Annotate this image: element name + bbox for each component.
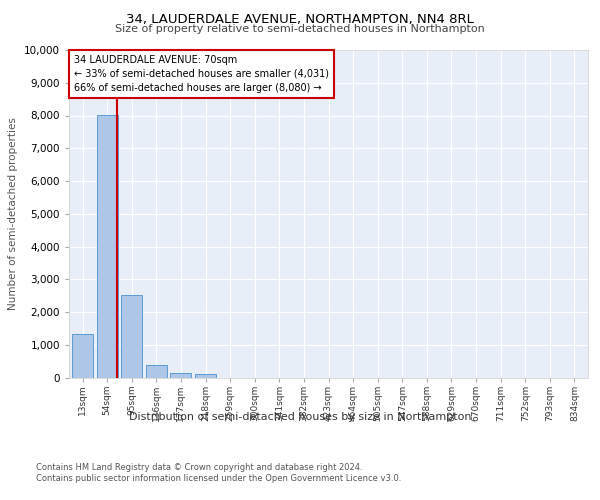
Bar [195,374,216,378]
Text: 34 LAUDERDALE AVENUE: 70sqm
← 33% of semi-detached houses are smaller (4,031)
66: 34 LAUDERDALE AVENUE: 70sqm ← 33% of sem… [74,55,329,93]
Text: Distribution of semi-detached houses by size in Northampton: Distribution of semi-detached houses by … [129,412,471,422]
Bar [121,295,142,378]
Text: Size of property relative to semi-detached houses in Northampton: Size of property relative to semi-detach… [115,24,485,34]
Text: Contains public sector information licensed under the Open Government Licence v3: Contains public sector information licen… [36,474,401,483]
Y-axis label: Number of semi-detached properties: Number of semi-detached properties [8,118,19,310]
Bar [146,364,167,378]
Text: Contains HM Land Registry data © Crown copyright and database right 2024.: Contains HM Land Registry data © Crown c… [36,462,362,471]
Text: 34, LAUDERDALE AVENUE, NORTHAMPTON, NN4 8RL: 34, LAUDERDALE AVENUE, NORTHAMPTON, NN4 … [126,12,474,26]
Bar [170,373,191,378]
Bar [97,114,118,378]
Bar [72,334,93,378]
